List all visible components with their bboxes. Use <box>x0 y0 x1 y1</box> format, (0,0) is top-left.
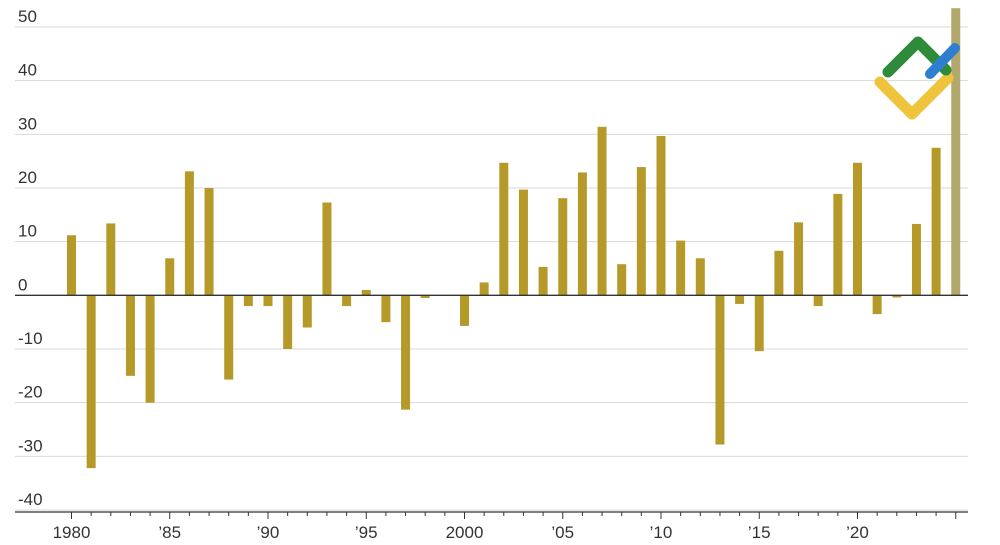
x-axis <box>15 294 968 519</box>
bar-2013 <box>715 295 725 445</box>
bar-1984 <box>145 295 155 403</box>
bar-2019 <box>833 193 843 296</box>
bar-2009 <box>636 167 646 296</box>
bar-2012 <box>695 258 705 296</box>
bar-2003 <box>518 189 528 296</box>
bar-1988 <box>224 295 234 380</box>
logo-blue-stroke <box>925 43 960 79</box>
bar-1995 <box>361 289 371 296</box>
y-tick-label: 40 <box>18 61 37 80</box>
bar-2002 <box>499 162 509 296</box>
x-tick-label: ’05 <box>551 523 574 542</box>
bar-1996 <box>381 295 391 323</box>
bar-1991 <box>283 295 293 349</box>
bar-2010 <box>656 135 666 296</box>
bar-2011 <box>676 240 686 296</box>
bar-1998 <box>420 295 430 299</box>
bars <box>67 8 961 469</box>
bar-1997 <box>401 295 411 410</box>
y-tick-label: 0 <box>18 275 27 294</box>
y-tick-label: -30 <box>18 436 43 455</box>
y-tick-label: 30 <box>18 114 37 133</box>
bar-2008 <box>617 264 627 296</box>
gridlines <box>15 26 968 511</box>
y-tick-label: -20 <box>18 383 43 402</box>
x-tick-label: ’10 <box>650 523 673 542</box>
bar-1990 <box>263 295 273 307</box>
bar-1993 <box>322 202 332 296</box>
bar-1982 <box>106 223 116 296</box>
x-tick-label: ’20 <box>846 523 869 542</box>
bar-1994 <box>342 295 352 307</box>
brand-logo-icon <box>874 36 960 120</box>
bar-2024 <box>931 147 941 296</box>
bar-2014 <box>735 295 745 304</box>
y-tick-label: -40 <box>18 490 43 509</box>
bar-1981 <box>86 295 96 469</box>
y-tick-label: 20 <box>18 168 37 187</box>
bar-1992 <box>302 295 312 328</box>
bar-2015 <box>754 295 764 352</box>
bar-2006 <box>577 172 587 296</box>
bar-2020 <box>853 162 862 296</box>
bar-2016 <box>774 250 784 296</box>
x-tick-label: ’15 <box>748 523 771 542</box>
bar-1985 <box>165 258 175 296</box>
x-tick-label: 2000 <box>446 523 484 542</box>
bar-2000 <box>460 295 469 326</box>
bar-2007 <box>597 126 607 296</box>
x-tick-label: ’90 <box>257 523 280 542</box>
y-tick-label: 50 <box>18 7 37 26</box>
y-tick-label: 10 <box>18 222 37 241</box>
logo-yellow-chevron <box>874 72 954 120</box>
x-tick-label: 1980 <box>53 523 91 542</box>
bar-1986 <box>184 171 194 296</box>
bar-2025 <box>951 8 961 296</box>
bar-2022 <box>892 295 902 298</box>
bar-2004 <box>538 266 548 296</box>
bar-2017 <box>794 222 804 296</box>
bar-2023 <box>911 223 921 296</box>
x-tick-label: ’95 <box>355 523 378 542</box>
y-axis-tick-labels: 50 40 30 20 10 0 -10 -20 -30 -40 <box>18 7 43 509</box>
bar-1987 <box>204 188 214 296</box>
x-tick-label: ’85 <box>158 523 181 542</box>
bar-2005 <box>558 198 568 296</box>
bar-1983 <box>125 295 135 376</box>
bar-2001 <box>479 282 489 296</box>
bar-1989 <box>243 295 253 307</box>
y-tick-label: -10 <box>18 329 43 348</box>
bar-2021 <box>872 295 882 315</box>
x-axis-tick-labels: 1980 ’85 ’90 ’95 2000 ’05 ’10 ’15 ’20 <box>53 523 869 542</box>
bar-1980 <box>67 235 76 296</box>
bar-2018 <box>813 295 823 307</box>
